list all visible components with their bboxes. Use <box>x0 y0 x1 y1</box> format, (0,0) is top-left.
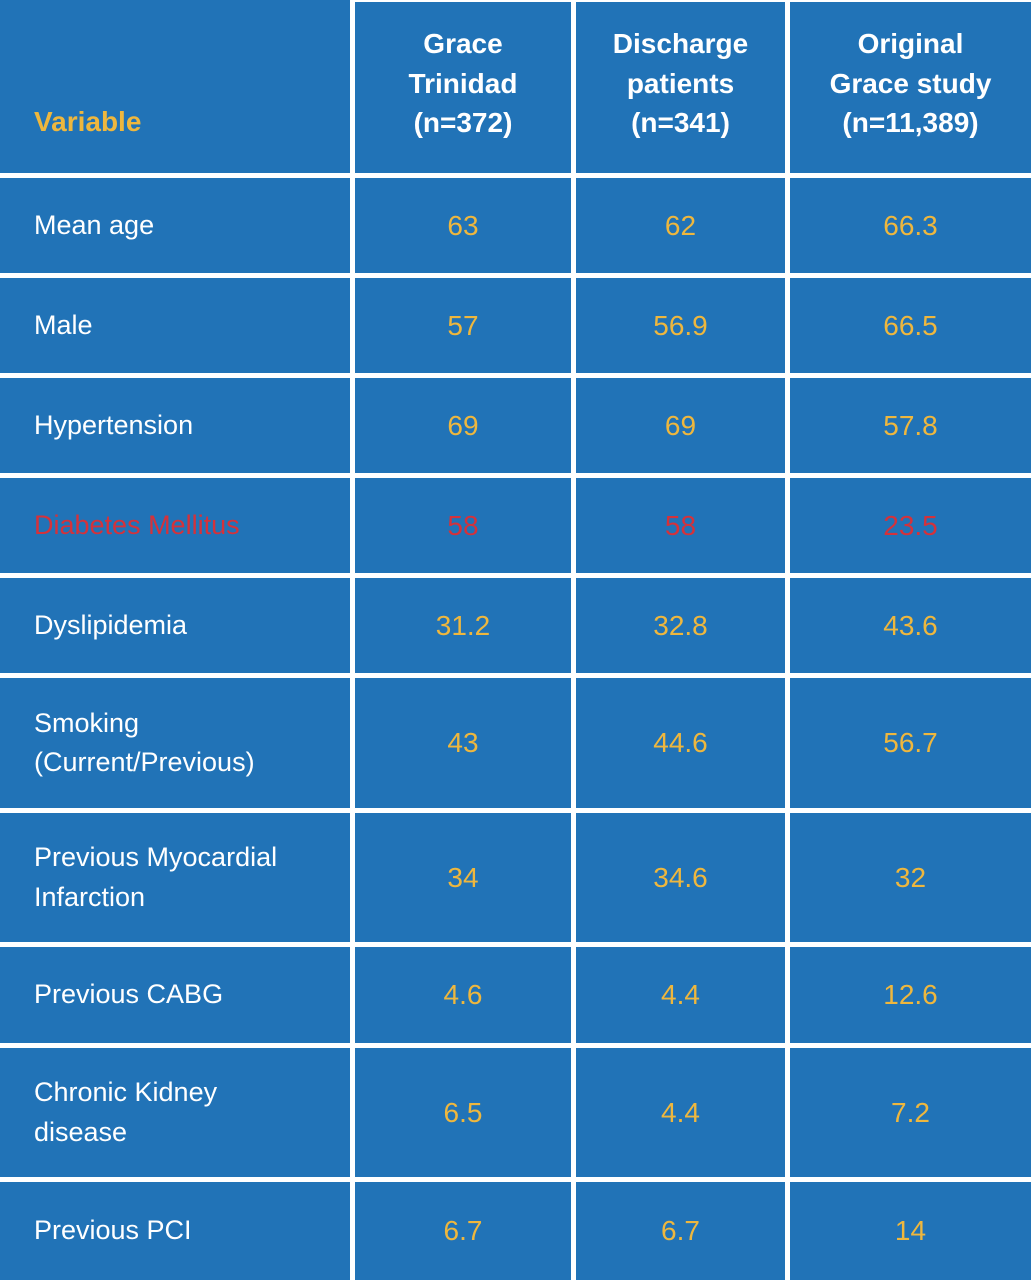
row-label: Male <box>0 278 355 378</box>
table-cell: 58 <box>576 478 790 578</box>
table-cell: 6.7 <box>355 1182 576 1280</box>
table-cell: 4.4 <box>576 1048 790 1182</box>
table-cell: 34 <box>355 813 576 947</box>
row-label: Hypertension <box>0 378 355 478</box>
table-cell: 66.3 <box>790 178 1031 278</box>
column-header-discharge-patients: Discharge patients (n=341) <box>576 0 790 178</box>
table-cell: 44.6 <box>576 678 790 813</box>
table-cell: 43.6 <box>790 578 1031 678</box>
table-cell: 57 <box>355 278 576 378</box>
table-cell: 7.2 <box>790 1048 1031 1182</box>
table-cell: 57.8 <box>790 378 1031 478</box>
table-cell: 43 <box>355 678 576 813</box>
row-label: Diabetes Mellitus <box>0 478 355 578</box>
table-cell: 23.5 <box>790 478 1031 578</box>
table-cell: 66.5 <box>790 278 1031 378</box>
column-header-grace-trinidad: Grace Trinidad (n=372) <box>355 0 576 178</box>
table-cell: 56.7 <box>790 678 1031 813</box>
table-cell: 63 <box>355 178 576 278</box>
table-cell: 6.7 <box>576 1182 790 1280</box>
column-header-variable: Variable <box>0 0 355 178</box>
table-cell: 12.6 <box>790 947 1031 1048</box>
table-cell: 34.6 <box>576 813 790 947</box>
table-cell: 14 <box>790 1182 1031 1280</box>
table-cell: 69 <box>355 378 576 478</box>
table-cell: 6.5 <box>355 1048 576 1182</box>
table-cell: 32 <box>790 813 1031 947</box>
row-label: Dyslipidemia <box>0 578 355 678</box>
table-cell: 31.2 <box>355 578 576 678</box>
row-label: Previous Myocardial Infarction <box>0 813 355 947</box>
row-label: Previous PCI <box>0 1182 355 1280</box>
table-cell: 69 <box>576 378 790 478</box>
column-header-original-grace-study: Original Grace study (n=11,389) <box>790 0 1031 178</box>
table-cell: 32.8 <box>576 578 790 678</box>
row-label: Previous CABG <box>0 947 355 1048</box>
table-cell: 4.6 <box>355 947 576 1048</box>
table-cell: 58 <box>355 478 576 578</box>
row-label: Chronic Kidney disease <box>0 1048 355 1182</box>
row-label: Smoking (Current/Previous) <box>0 678 355 813</box>
table-cell: 56.9 <box>576 278 790 378</box>
table-cell: 4.4 <box>576 947 790 1048</box>
row-label: Mean age <box>0 178 355 278</box>
table-cell: 62 <box>576 178 790 278</box>
